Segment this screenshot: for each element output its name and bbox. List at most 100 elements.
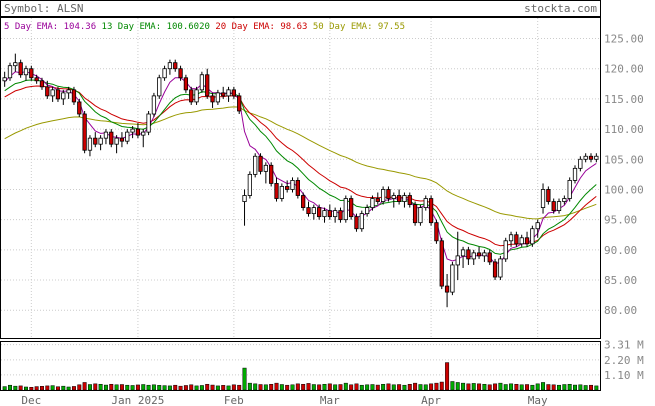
candle — [514, 231, 519, 247]
candle — [354, 213, 359, 232]
volume-panel — [0, 341, 601, 391]
legend-item-3: 20 Day EMA: 98.63 — [210, 22, 308, 32]
candle — [45, 80, 50, 99]
candle-body — [125, 131, 130, 142]
volume-bar — [546, 384, 551, 391]
candle — [503, 237, 508, 262]
volume-bar — [279, 384, 284, 391]
candle-body — [135, 128, 141, 136]
price-tick-label: 90.00 — [604, 244, 637, 257]
candle — [98, 135, 103, 151]
candle-body — [306, 207, 311, 215]
candle-body — [572, 167, 578, 181]
candle — [434, 219, 439, 244]
volume-bar — [562, 384, 567, 391]
candle — [119, 132, 125, 148]
volume-bar — [253, 383, 258, 391]
candle — [301, 192, 306, 211]
candle-body — [333, 210, 338, 218]
volume-tick-label: 2.20 M — [604, 354, 644, 367]
volume-bar — [295, 383, 300, 391]
candle — [258, 153, 263, 175]
volume-bar — [381, 383, 386, 391]
candle-body — [487, 252, 492, 263]
candle-body — [450, 264, 455, 293]
ema-13-line — [4, 79, 597, 255]
candle-body — [594, 155, 599, 160]
candle-body — [269, 164, 274, 184]
volume-bar — [39, 386, 44, 391]
candle — [231, 86, 237, 99]
volume-bar — [423, 384, 428, 391]
candle-body — [167, 62, 173, 70]
candle-body — [380, 189, 386, 202]
candle — [562, 195, 567, 205]
volume-bar — [178, 385, 183, 391]
candle — [311, 204, 316, 220]
candle — [183, 74, 189, 93]
candle-body — [402, 195, 407, 202]
candle-body — [556, 201, 562, 212]
candle — [18, 59, 23, 78]
candle — [327, 204, 332, 220]
volume-bar — [183, 385, 188, 391]
candle-body — [583, 155, 588, 160]
candle-body — [519, 237, 524, 245]
volume-bar — [210, 384, 215, 391]
volume-bar — [66, 386, 71, 391]
volume-bar — [151, 384, 156, 391]
volume-bar — [18, 385, 23, 391]
candle-body — [221, 92, 226, 97]
candle — [157, 74, 162, 99]
candle-body — [226, 89, 231, 97]
x-tick-label: Apr — [421, 394, 441, 406]
candle-body — [317, 207, 322, 218]
volume-bar — [343, 382, 348, 391]
volume-bar — [135, 384, 140, 391]
candle-body — [55, 89, 61, 100]
candle-body — [327, 210, 332, 218]
candle — [594, 153, 599, 163]
candle — [322, 207, 327, 223]
ema-20-line — [4, 85, 597, 247]
volume-bar — [301, 383, 306, 391]
candle — [242, 189, 247, 226]
price-tick-label: 105.00 — [604, 153, 644, 166]
volume-bar — [311, 384, 316, 391]
candle — [455, 231, 460, 281]
candle-body — [354, 216, 359, 230]
volume-bar — [509, 383, 514, 391]
ema-5-line — [4, 70, 597, 265]
volume-bar — [93, 383, 98, 391]
candle — [55, 86, 61, 102]
x-tick-label: Dec — [21, 394, 41, 406]
candle-body — [253, 155, 258, 175]
legend-text: 5 Day EMA: 104.36 13 Day EMA: 100.6020 2… — [4, 22, 405, 32]
candle — [162, 65, 167, 81]
candle-body — [109, 131, 114, 145]
volume-bar — [589, 384, 593, 391]
candle-body — [530, 228, 535, 245]
candle — [7, 62, 13, 81]
candle — [87, 135, 93, 157]
candle-body — [412, 204, 418, 224]
volume-bar — [8, 384, 12, 391]
volume-bar — [375, 384, 380, 391]
volume-bar — [130, 385, 135, 391]
candle-body — [2, 77, 7, 82]
volume-bar — [338, 384, 343, 391]
candle-body — [540, 189, 546, 208]
volume-bar — [125, 384, 130, 391]
candle-body — [444, 285, 450, 293]
candle-body — [311, 207, 316, 215]
candle — [567, 177, 572, 202]
candle-body — [471, 252, 476, 260]
candle — [130, 126, 135, 139]
candle — [578, 156, 583, 172]
candle-body — [61, 92, 66, 100]
price-tick-label: 110.00 — [604, 123, 644, 136]
candle-body — [87, 137, 93, 151]
volume-bar — [194, 385, 199, 391]
volume-bar — [439, 381, 444, 391]
volume-bar — [61, 385, 66, 391]
